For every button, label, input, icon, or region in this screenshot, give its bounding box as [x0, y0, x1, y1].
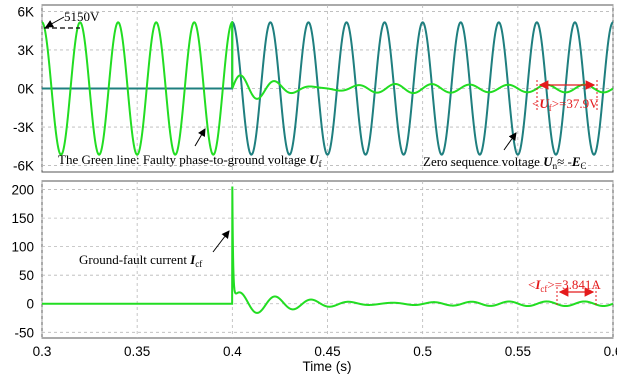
green-line-arrow: [194, 128, 206, 147]
voltage-y-tick-label: -6K: [13, 159, 34, 174]
zero-sequence-voltage-series: [42, 21, 613, 156]
x-tick-label: 0.55: [505, 344, 531, 359]
current-label: Ground-fault current Icf: [79, 252, 202, 269]
x-tick-label: 0.45: [314, 344, 340, 359]
current-y-tick-label: 0: [26, 297, 34, 312]
x-tick-label: 0.3: [33, 344, 52, 359]
current-arrow: [212, 230, 230, 253]
ground-fault-current-series: [42, 186, 613, 314]
zero-seq-arrow: [503, 132, 517, 151]
current-y-tick-label: 50: [19, 268, 34, 283]
voltage-y-tick-label: 0K: [17, 82, 34, 97]
current-y-tick-label: 200: [11, 183, 34, 198]
voltage-y-ticks: 6K 3K 0K -3K -6K: [13, 4, 34, 173]
x-axis-label: Time (s): [303, 359, 352, 374]
faulty-phase-voltage-series: [42, 20, 613, 156]
x-tick-label: 0.4: [223, 344, 242, 359]
current-panel: 200 150 100 50 0 -50 Ground-fault current Icf…: [11, 180, 614, 341]
voltage-y-tick-label: 6K: [17, 4, 34, 19]
current-y-ticks: 200 150 100 50 0 -50: [11, 183, 34, 341]
current-rms-label: <Icf>=3.841A: [528, 277, 601, 294]
x-tick-label: 0.35: [124, 344, 150, 359]
voltage-panel: 6K 3K 0K -3K -6K 5150V The Green line: Fault…: [13, 4, 614, 174]
voltage-y-tick-label: 3K: [17, 43, 34, 58]
x-tick-label: 0.5: [413, 344, 432, 359]
voltage-rms-label: <Uf>=37.9V: [532, 96, 599, 113]
current-y-tick-label: 150: [11, 211, 34, 226]
peak-label: 5150V: [64, 9, 100, 24]
x-tick-label: 0.6: [604, 344, 617, 359]
current-y-tick-label: 100: [11, 240, 34, 255]
peak-arrow: [45, 16, 65, 28]
voltage-y-tick-label: -3K: [13, 120, 34, 135]
current-y-tick-label: -50: [14, 325, 34, 340]
zero-seq-label: Zero sequence voltage Un≈ -EC: [423, 154, 587, 171]
green-line-label: The Green line: Faulty phase-to-ground v…: [58, 152, 322, 169]
x-ticks: 0.3 0.35 0.4 0.45 0.5 0.55 0.6: [33, 344, 617, 359]
